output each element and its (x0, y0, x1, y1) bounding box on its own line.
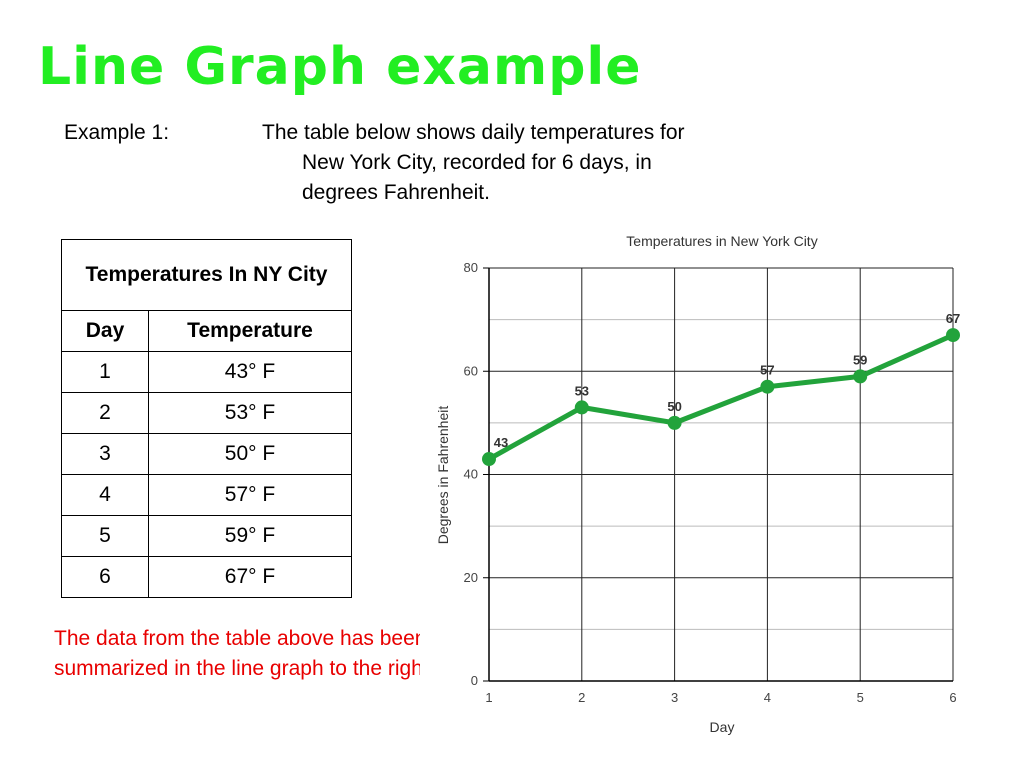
x-axis-label: Day (710, 719, 735, 735)
data-label: 59 (853, 352, 867, 367)
chart-background (420, 222, 980, 752)
x-tick-label: 1 (485, 690, 492, 705)
data-label: 50 (667, 399, 681, 414)
day-cell: 5 (61, 515, 149, 557)
intro-line-1: The table below shows daily temperatures… (262, 121, 685, 144)
temperature-cell: 67° F (148, 556, 352, 598)
table-row: 2 53° F (61, 392, 352, 434)
intro-line-3: degrees Fahrenheit. (302, 181, 490, 204)
day-cell: 6 (61, 556, 149, 598)
y-tick-label: 80 (464, 260, 478, 275)
temperature-cell: 50° F (148, 433, 352, 475)
y-tick-label: 0 (471, 673, 478, 688)
line-chart: Temperatures in New York City 0 20 40 60 80 1… (420, 222, 980, 752)
table-row: 4 57° F (61, 474, 352, 516)
data-point (574, 400, 589, 415)
y-tick-label: 40 (464, 467, 478, 482)
temperature-cell: 53° F (148, 392, 352, 434)
header-temperature: Temperature (148, 310, 352, 352)
chart-series: 43 53 50 57 59 67 (482, 311, 960, 467)
y-tick-label: 60 (464, 363, 478, 378)
temperature-cell: 57° F (148, 474, 352, 516)
data-point (667, 415, 682, 430)
x-tick-label: 6 (949, 690, 956, 705)
temperature-table: Temperatures In NY City Day Temperature … (61, 239, 352, 598)
example-label: Example 1: (64, 121, 170, 144)
x-tick-label: 4 (764, 690, 771, 705)
x-tick-label: 5 (857, 690, 864, 705)
data-point (946, 328, 960, 343)
table-row: 3 50° F (61, 433, 352, 475)
chart-title: Temperatures in New York City (626, 233, 817, 249)
data-label: 53 (575, 383, 589, 398)
data-label: 57 (760, 363, 774, 378)
table-row: 5 59° F (61, 515, 352, 557)
day-cell: 3 (61, 433, 149, 475)
series-line (486, 332, 956, 462)
table-row: 1 43° F (61, 351, 352, 393)
data-point (853, 369, 868, 384)
summary-note: The data from the table above has been s… (54, 627, 435, 680)
chart-ticks: 0 20 40 60 80 1 2 3 4 5 6 (464, 260, 957, 705)
data-point (760, 379, 775, 394)
day-cell: 2 (61, 392, 149, 434)
data-point (482, 452, 496, 467)
day-cell: 1 (61, 351, 149, 393)
data-label: 67 (946, 311, 960, 326)
header-day: Day (61, 310, 149, 352)
temperature-cell: 43° F (148, 351, 352, 393)
table-row: 6 67° F (61, 556, 352, 598)
y-axis-label: Degrees in Fahrenheit (435, 406, 451, 545)
intro-line-2: New York City, recorded for 6 days, in (302, 151, 652, 174)
day-cell: 4 (61, 474, 149, 516)
slide-title: Line Graph example (38, 37, 642, 97)
x-tick-label: 3 (671, 690, 678, 705)
table-caption: Temperatures In NY City (61, 239, 352, 311)
y-tick-label: 20 (464, 570, 478, 585)
data-label: 43 (494, 435, 508, 450)
temperature-cell: 59° F (148, 515, 352, 557)
x-tick-label: 2 (578, 690, 585, 705)
